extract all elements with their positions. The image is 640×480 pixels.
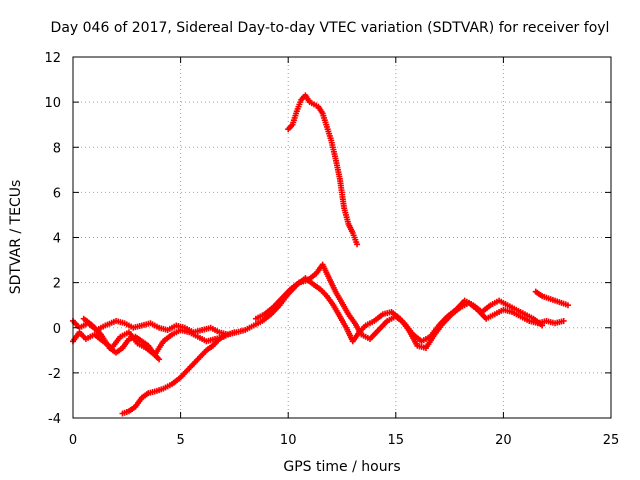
y-tick-label: 4 <box>53 232 61 247</box>
grid-lines <box>73 57 611 418</box>
series-arc-afternoon-2 <box>252 261 546 345</box>
data-point-marker <box>539 322 546 329</box>
chart-title: Day 046 of 2017, Sidereal Day-to-day VTE… <box>51 20 610 36</box>
x-tick-label: 10 <box>280 433 297 448</box>
x-tick-label: 0 <box>69 433 77 448</box>
y-tick-label: 10 <box>44 96 61 111</box>
data-series <box>70 92 571 417</box>
y-tick-label: 6 <box>53 186 61 201</box>
x-tick-label: 5 <box>176 433 184 448</box>
x-tick-label: 20 <box>495 433 512 448</box>
x-tick-label: 15 <box>388 433 405 448</box>
series-arc-peak <box>285 92 361 248</box>
y-tick-label: 2 <box>53 277 61 292</box>
series-arc-late <box>532 288 571 309</box>
x-axis-label: GPS time / hours <box>283 459 400 475</box>
series-arc-morning-dip <box>80 315 163 363</box>
y-tick-label: 8 <box>53 141 61 156</box>
y-axis-label: SDTVAR / TECUs <box>8 180 24 295</box>
series-arc-afternoon <box>224 275 567 352</box>
data-point-marker <box>560 317 567 324</box>
x-tick-label: 25 <box>603 433 620 448</box>
y-tick-label: 0 <box>53 322 61 337</box>
y-tick-label: -2 <box>48 367 61 382</box>
y-tick-label: -4 <box>48 412 61 427</box>
axis-ticks: 0 5 10 15 20 25 -4 -2 0 2 4 6 8 10 12 <box>44 51 619 448</box>
data-point-marker <box>156 356 163 363</box>
series-arc-rising <box>119 331 229 417</box>
data-point-marker <box>564 302 571 309</box>
y-tick-label: 12 <box>44 51 61 66</box>
data-point-marker <box>354 241 361 248</box>
